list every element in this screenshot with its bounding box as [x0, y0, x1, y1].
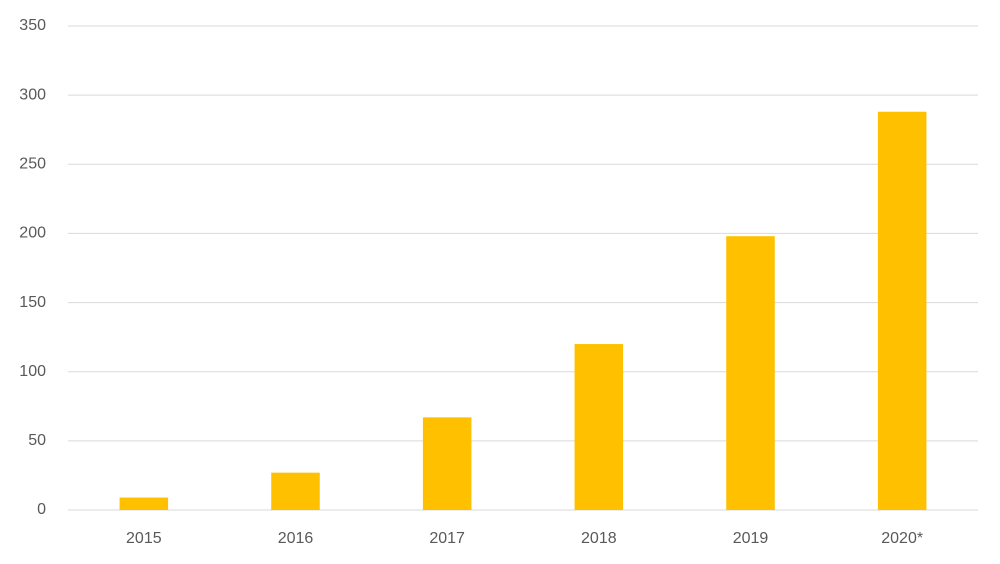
y-tick-label: 250: [19, 156, 46, 173]
y-tick-label: 100: [19, 363, 46, 380]
bar: [271, 472, 320, 510]
x-tick-label: 2020*: [881, 530, 923, 547]
y-tick-label: 300: [19, 86, 46, 103]
x-tick-label: 2016: [278, 530, 314, 547]
x-tick-label: 2019: [733, 530, 769, 547]
y-tick-label: 0: [37, 501, 46, 518]
x-tick-label: 2017: [429, 530, 465, 547]
y-tick-label: 350: [19, 17, 46, 34]
y-tick-label: 50: [28, 432, 46, 449]
bar: [422, 417, 472, 510]
bar: [119, 497, 169, 510]
bar: [726, 236, 775, 511]
x-tick-label: 2018: [581, 530, 617, 547]
x-tick-label: 2015: [126, 530, 162, 547]
y-tick-label: 200: [19, 225, 46, 242]
bar: [877, 111, 927, 510]
bar: [574, 344, 624, 510]
y-tick-label: 150: [19, 294, 46, 311]
